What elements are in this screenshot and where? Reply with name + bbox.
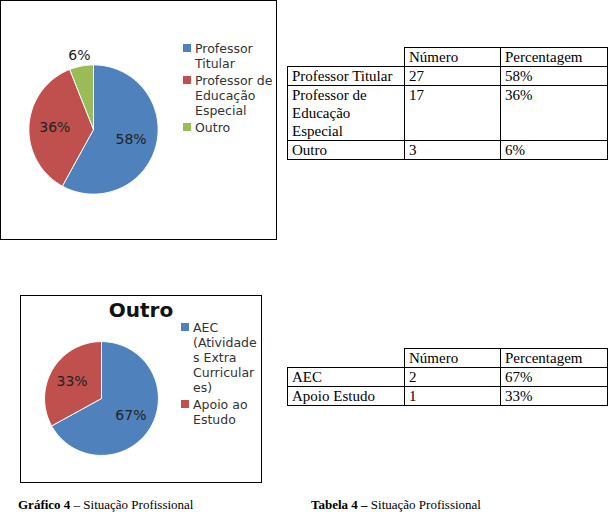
html-text:Professor de Educação Especial: Professor de Educação Especial xyxy=(292,87,367,139)
html-text:Apoio Estudo: Apoio Estudo xyxy=(292,388,375,404)
html-text:1: 1 xyxy=(409,388,417,404)
html-text:Número: Número xyxy=(409,350,459,366)
html-text:2: 2 xyxy=(409,369,417,385)
html-text:Professor Titular: Professor Titular xyxy=(292,68,393,84)
html-text:AEC: AEC xyxy=(292,369,322,385)
html-text:Outro: Outro xyxy=(195,120,231,135)
html-text:6%: 6% xyxy=(505,142,525,158)
html-text:Percentagem: Percentagem xyxy=(505,350,583,366)
html-text:58%: 58% xyxy=(505,68,533,84)
html-text:3: 3 xyxy=(409,142,417,158)
svg-text:36%: 36% xyxy=(39,119,70,135)
html-text:Número: Número xyxy=(409,49,459,65)
html-text:Professor de Educação Especial: Professor de Educação Especial xyxy=(195,73,273,118)
html-text:Percentagem: Percentagem xyxy=(505,49,583,65)
html-text:27: 27 xyxy=(409,68,424,84)
html-text:36%: 36% xyxy=(505,87,533,103)
html-text:Outro: Outro xyxy=(292,142,327,158)
html-text:AEC (Atividades Extra Curricul: AEC (Atividades Extra Curriculares) xyxy=(193,320,257,395)
html-text:Tabela 4 – Situação Profission: Tabela 4 – Situação Profissional xyxy=(311,497,481,512)
svg-text:67%: 67% xyxy=(115,407,146,423)
html-text:Outro: Outro xyxy=(108,298,174,322)
html-text:33%: 33% xyxy=(505,388,533,404)
svg-text:33%: 33% xyxy=(57,373,88,389)
html-text:Professor Titular: Professor Titular xyxy=(195,41,253,71)
html-text:Apoio ao Estudo: Apoio ao Estudo xyxy=(193,397,248,427)
svg-text:58%: 58% xyxy=(115,131,146,147)
svg-text:6%: 6% xyxy=(68,47,90,63)
html-text:17: 17 xyxy=(409,87,424,103)
html-text:67%: 67% xyxy=(505,369,533,385)
html-text:Gráfico 4 – Situação Profissio: Gráfico 4 – Situação Profissional xyxy=(18,497,194,512)
